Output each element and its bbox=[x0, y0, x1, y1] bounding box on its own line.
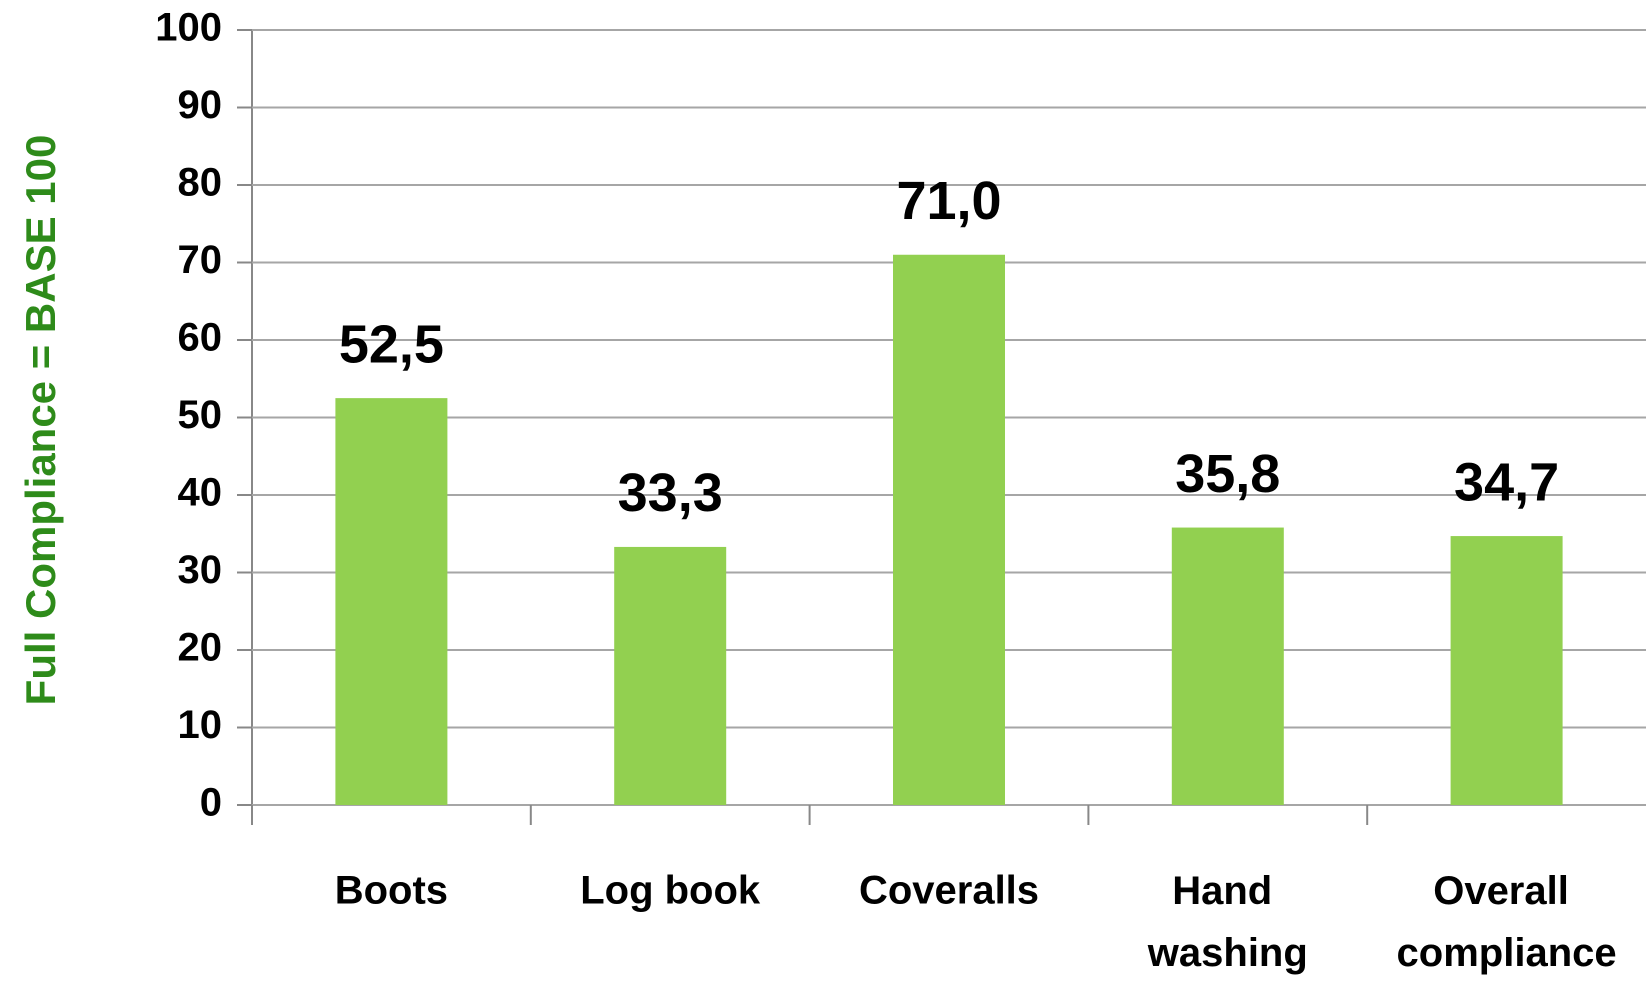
bar bbox=[335, 398, 448, 805]
y-tick-label: 90 bbox=[178, 83, 223, 127]
x-tick-label: Log book bbox=[580, 869, 761, 913]
bar bbox=[1171, 527, 1284, 805]
x-tick-label: Coveralls bbox=[859, 869, 1039, 913]
y-tick-label: 0 bbox=[200, 781, 222, 825]
y-tick-label: 30 bbox=[178, 548, 223, 592]
data-label: 71,0 bbox=[896, 171, 1001, 231]
data-label: 33,3 bbox=[618, 463, 723, 523]
bar bbox=[1450, 536, 1563, 805]
y-tick-label: 40 bbox=[178, 471, 223, 515]
y-tick-label: 80 bbox=[178, 161, 223, 205]
data-label: 35,8 bbox=[1175, 444, 1280, 504]
y-tick-label: 50 bbox=[178, 393, 223, 437]
y-tick-label: 20 bbox=[178, 626, 223, 670]
data-label: 52,5 bbox=[339, 314, 444, 374]
x-tick-label: Hand washing bbox=[1147, 869, 1308, 975]
x-tick-label: Overall compliance bbox=[1397, 869, 1617, 975]
y-tick-label: 100 bbox=[155, 6, 222, 50]
data-label: 34,7 bbox=[1454, 452, 1559, 512]
y-tick-label: 10 bbox=[178, 703, 223, 747]
x-tick-label: Boots bbox=[335, 869, 448, 913]
bar bbox=[893, 254, 1005, 805]
y-axis-title: Full Compliance = BASE 100 bbox=[17, 135, 64, 706]
y-tick-label: 70 bbox=[178, 238, 223, 282]
y-tick-label: 60 bbox=[178, 316, 223, 360]
bar bbox=[614, 546, 727, 805]
